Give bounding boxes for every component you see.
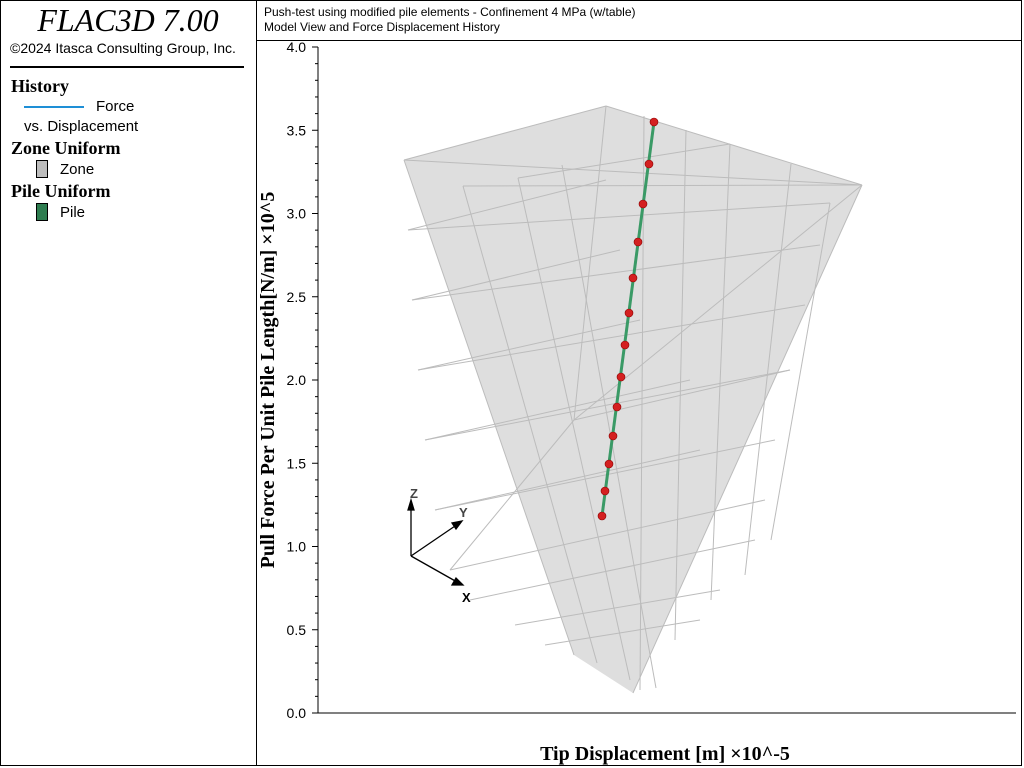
- pile-node: [649, 117, 659, 127]
- legend-zone-title: Zone Uniform: [11, 138, 121, 158]
- y-tick-label: 3.5: [287, 122, 307, 138]
- legend-divider: [10, 66, 244, 68]
- history-line-swatch: [24, 106, 84, 108]
- pile-node: [604, 459, 614, 469]
- triad-x-arrow: [450, 576, 465, 586]
- pile-node: [600, 486, 610, 496]
- triad-y-label: Y: [459, 505, 468, 520]
- legend-pile-label: Pile: [60, 204, 86, 221]
- pile-swatch: [36, 203, 48, 221]
- y-axis-label: Pull Force Per Unit Pile Length[N/m] ×10…: [257, 192, 279, 569]
- triad-z-label: Z: [410, 486, 418, 501]
- zone-block-fill: [404, 106, 862, 693]
- pile-node: [620, 340, 630, 350]
- legend-zone-label: Zone: [60, 161, 95, 178]
- y-tick-label: 3.0: [287, 206, 307, 222]
- triad-y-axis: [410, 523, 459, 557]
- y-tick-label: 0.5: [287, 622, 307, 638]
- pile-nodes: [597, 117, 659, 521]
- y-tick-label: 2.0: [287, 372, 307, 388]
- legend-history-title: History: [11, 76, 69, 96]
- chart-axes: [312, 46, 1016, 714]
- pile-node: [624, 308, 634, 318]
- pile-node: [608, 431, 618, 441]
- triad-z-arrow: [407, 497, 415, 511]
- pile-node: [616, 372, 626, 382]
- triad-x-label: X: [462, 590, 471, 605]
- pile-node: [628, 273, 638, 283]
- pile-node: [638, 199, 648, 209]
- plot-subtitle-2: Model View and Force Displacement Histor…: [264, 20, 500, 34]
- pile: [597, 117, 659, 521]
- axes-triad: [407, 497, 465, 586]
- pile-node: [612, 402, 622, 412]
- plot-subtitle-1: Push-test using modified pile elements -…: [264, 5, 636, 19]
- y-tick-label: 1.0: [287, 539, 307, 555]
- y-tick-label: 2.5: [287, 289, 307, 305]
- triad-x-axis: [410, 555, 458, 583]
- app-title: FLAC3D 7.00: [37, 2, 219, 38]
- triad-y-arrow: [450, 520, 464, 531]
- y-axis-ticks: [312, 46, 318, 714]
- zone-block: [403, 105, 863, 694]
- pile-node: [633, 237, 643, 247]
- legend-history-force: Force: [96, 98, 135, 115]
- zone-swatch: [36, 160, 48, 178]
- legend-panel: [0, 0, 256, 766]
- model-viewport[interactable]: [256, 0, 1022, 766]
- pile-node: [644, 159, 654, 169]
- x-axis-label: Tip Displacement [m] ×10^-5: [540, 743, 790, 765]
- header-divider: [256, 40, 1022, 41]
- y-tick-labels: 0.0 0.5 1.0 1.5 2.0 2.5 3.0 3.5 4.0: [287, 39, 307, 721]
- legend-pile-title: Pile Uniform: [11, 181, 111, 201]
- y-tick-label: 1.5: [287, 455, 307, 471]
- y-tick-label: 0.0: [287, 705, 307, 721]
- legend-history-vs-displacement: vs. Displacement: [24, 118, 139, 135]
- pile-line: [600, 121, 656, 517]
- y-tick-label: 4.0: [287, 39, 307, 55]
- pile-node: [597, 511, 607, 521]
- copyright-text: ©2024 Itasca Consulting Group, Inc.: [10, 40, 236, 56]
